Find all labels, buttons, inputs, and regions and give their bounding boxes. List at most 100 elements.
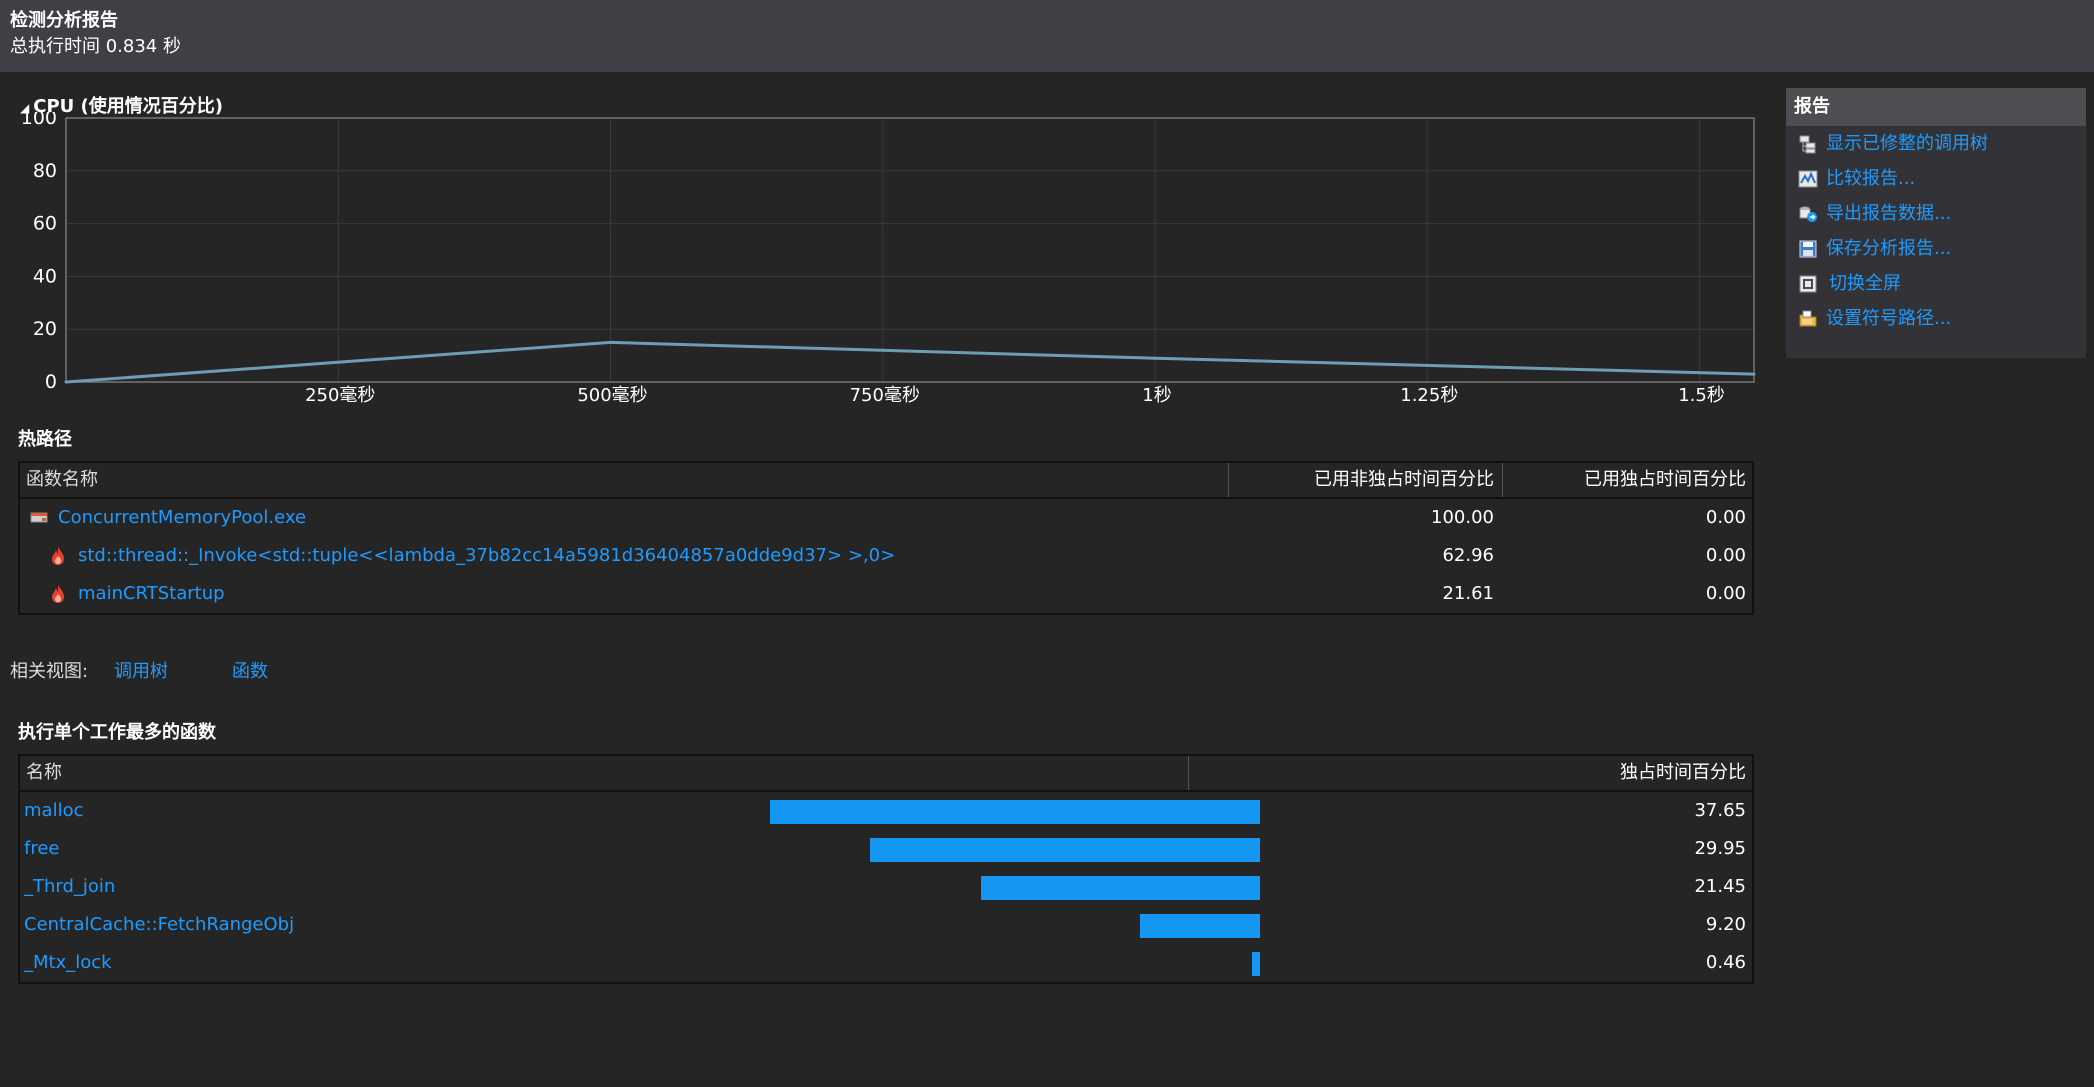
column-header-function-name[interactable]: 函数名称 [26, 469, 98, 490]
top-function-row[interactable]: _Thrd_join 21.45 [20, 868, 1752, 906]
hotpath-function-link[interactable]: ConcurrentMemoryPool.exe [58, 507, 307, 528]
top-function-link[interactable]: _Thrd_join [24, 876, 116, 897]
x-tick-label: 1.5秒 [1678, 385, 1725, 406]
x-tick-label: 750毫秒 [850, 385, 920, 406]
x-tick-label: 1秒 [1142, 385, 1171, 406]
y-axis-ticks: 100 80 60 40 20 0 [21, 112, 57, 393]
y-tick-label: 0 [45, 371, 57, 393]
top-functions-header-row: 名称 独占时间百分比 [20, 756, 1752, 792]
call-tree-link[interactable]: 调用树 [114, 661, 168, 682]
exclusive-time-pct-value: 21.45 [1694, 876, 1746, 897]
hotpath-row[interactable]: ConcurrentMemoryPool.exe 100.00 0.00 [20, 499, 1752, 537]
related-views: 相关视图: 调用树 函数 [10, 657, 268, 683]
cpu-usage-point [1752, 372, 1756, 376]
top-function-row[interactable]: CentralCache::FetchRangeObj 9.20 [20, 906, 1752, 944]
hotpath-function-link[interactable]: std::thread::_Invoke<std::tuple<<lambda_… [78, 545, 896, 566]
save-analysis-report-label[interactable]: 保存分析报告... [1826, 238, 1952, 259]
compare-report-icon [1798, 170, 1818, 188]
cpu-usage-chart: 100 80 60 40 20 0 250毫秒 500毫秒 750毫秒 1秒 1.25秒 1.5秒 [21, 112, 1756, 406]
top-function-link[interactable]: CentralCache::FetchRangeObj [24, 914, 295, 935]
x-axis-ticks: 250毫秒 500毫秒 750毫秒 1秒 1.25秒 1.5秒 [305, 385, 1725, 406]
exclusive-time-pct-value: 29.95 [1694, 838, 1746, 859]
y-tick-label: 100 [21, 112, 57, 129]
save-icon [1799, 240, 1817, 258]
cpu-usage-point [609, 340, 613, 344]
hotpath-title: 热路径 [18, 429, 72, 450]
compare-reports-label[interactable]: 比较报告... [1826, 168, 1916, 189]
hotpath-function-link[interactable]: mainCRTStartup [78, 583, 225, 604]
exclusive-pct-value: 0.00 [1705, 545, 1746, 566]
top-function-row[interactable]: malloc 37.65 [20, 792, 1752, 830]
collapse-triangle-icon[interactable]: ◢ [20, 101, 30, 115]
column-header-name[interactable]: 名称 [26, 762, 62, 783]
show-trimmed-call-tree-action[interactable]: 显示已修整的调用树 [1786, 126, 2086, 161]
column-header-exclusive-pct[interactable]: 已用独占时间百分比 [1584, 469, 1746, 490]
hotpath-row[interactable]: std::thread::_Invoke<std::tuple<<lambda_… [20, 537, 1752, 575]
toggle-fullscreen-action[interactable]: 切换全屏 [1786, 266, 2086, 301]
top-functions-rows: malloc 37.65 free 29.95 _Thrd_join 21.45 Centr… [20, 792, 1752, 982]
hotpath-table: 函数名称 已用非独占时间百分比 已用独占时间百分比 ConcurrentMemo… [18, 461, 1754, 615]
toggle-fullscreen-label[interactable]: 切换全屏 [1829, 273, 1901, 294]
top-function-row[interactable]: free 29.95 [20, 830, 1752, 868]
fullscreen-icon [1799, 275, 1817, 293]
export-data-icon [1799, 206, 1817, 222]
symbol-path-folder-icon [1799, 310, 1817, 327]
related-views-label: 相关视图: [10, 661, 89, 682]
report-header: 检测分析报告 总执行时间 0.834 秒 [0, 0, 2094, 72]
exclusive-time-bar [1252, 952, 1260, 976]
exclusive-time-bar [1140, 914, 1260, 938]
top-function-link[interactable]: _Mtx_lock [24, 952, 112, 973]
inclusive-pct-value: 21.61 [1442, 583, 1494, 604]
exclusive-time-pct-value: 37.65 [1694, 800, 1746, 821]
cpu-usage-point [64, 380, 68, 384]
chart-plot-frame [65, 117, 1755, 383]
x-tick-label: 500毫秒 [577, 385, 647, 406]
inclusive-pct-value: 100.00 [1431, 507, 1494, 528]
hotpath-row[interactable]: mainCRTStartup 21.61 0.00 [20, 575, 1752, 613]
export-report-data-action[interactable]: 导出报告数据... [1786, 196, 2086, 231]
reports-panel-title: 报告 [1786, 88, 2086, 126]
exclusive-time-pct-value: 9.20 [1705, 914, 1746, 935]
column-divider[interactable] [1188, 756, 1189, 790]
export-report-data-label[interactable]: 导出报告数据... [1826, 203, 1952, 224]
exclusive-pct-value: 0.00 [1705, 507, 1746, 528]
hot-path-flame-icon [50, 546, 66, 571]
exclusive-time-bar [770, 800, 1260, 824]
save-analysis-report-action[interactable]: 保存分析报告... [1786, 231, 2086, 266]
exclusive-pct-value: 0.00 [1705, 583, 1746, 604]
exe-icon [30, 510, 50, 531]
cpu-section-title: CPU (使用情况百分比) [33, 96, 223, 117]
x-tick-label: 1.25秒 [1400, 385, 1458, 406]
top-function-link[interactable]: free [24, 838, 60, 859]
column-header-inclusive-pct[interactable]: 已用非独占时间百分比 [1314, 469, 1494, 490]
total-execution-time: 总执行时间 0.834 秒 [10, 36, 181, 57]
top-function-row[interactable]: _Mtx_lock 0.46 [20, 944, 1752, 982]
x-tick-label: 250毫秒 [305, 385, 375, 406]
top-function-link[interactable]: malloc [24, 800, 84, 821]
hotpath-header-row: 函数名称 已用非独占时间百分比 已用独占时间百分比 [20, 463, 1752, 499]
cpu-section-toggle[interactable]: ◢ CPU (使用情况百分比) [20, 92, 223, 118]
set-symbol-path-label[interactable]: 设置符号路径... [1826, 308, 1952, 329]
chart-grid [66, 117, 1754, 383]
y-tick-label: 80 [33, 160, 57, 182]
cpu-series [64, 340, 1756, 384]
report-title: 检测分析报告 [10, 10, 118, 31]
set-symbol-path-action[interactable]: 设置符号路径... [1786, 301, 2086, 336]
cpu-usage-point [1153, 356, 1157, 360]
trimmed-call-tree-icon [1799, 135, 1816, 154]
hot-path-flame-icon [50, 584, 66, 609]
column-header-exclusive-time-pct[interactable]: 独占时间百分比 [1620, 762, 1746, 783]
column-divider[interactable] [1502, 463, 1503, 497]
show-trimmed-call-tree-label[interactable]: 显示已修整的调用树 [1826, 133, 1988, 154]
exclusive-time-pct-value: 0.46 [1705, 952, 1746, 973]
compare-reports-action[interactable]: 比较报告... [1786, 161, 2086, 196]
reports-panel: 报告 显示已修整的调用树 比较报告... 导出报告数据... [1786, 88, 2086, 358]
exclusive-time-bar [980, 876, 1260, 900]
column-divider[interactable] [1228, 463, 1229, 497]
y-tick-label: 40 [33, 265, 57, 287]
inclusive-pct-value: 62.96 [1442, 545, 1494, 566]
functions-link[interactable]: 函数 [232, 661, 268, 682]
y-tick-label: 20 [33, 318, 57, 340]
top-functions-table: 名称 独占时间百分比 malloc 37.65 free 29.95 _Thrd_joi… [18, 754, 1754, 984]
top-functions-title: 执行单个工作最多的函数 [18, 722, 216, 743]
